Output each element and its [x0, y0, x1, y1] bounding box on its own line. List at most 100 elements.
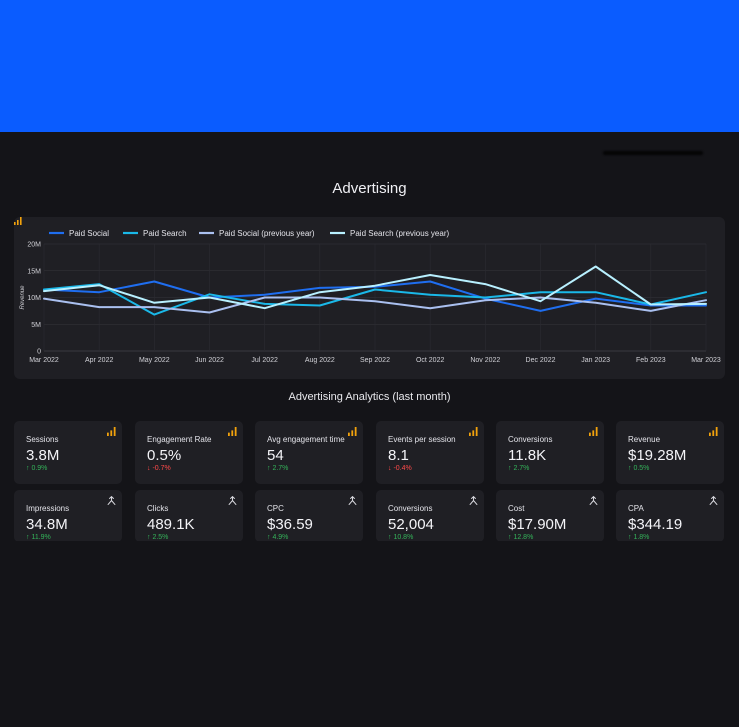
header-shadow — [603, 151, 703, 155]
kpi-label: Sessions — [26, 435, 59, 444]
kpi-delta-value: -0.7% — [152, 465, 171, 472]
kpi-delta: ↓ -0.4% — [388, 465, 412, 472]
revenue-line-chart[interactable]: 0 5M 10M 15M 20M Mar 2022 Apr 2022 May 2022 Jun … — [14, 217, 725, 379]
page-title: Advertising — [332, 180, 407, 197]
kpi-card-cost[interactable]: Cost $17.90M ↑ 12.8% — [496, 490, 604, 542]
trend-arrow-icon: ↑ — [267, 465, 273, 472]
trend-arrow-icon: ↑ — [508, 465, 514, 472]
x-tick-label: Jan 2023 — [581, 357, 610, 364]
x-tick-label: Dec 2022 — [526, 357, 556, 364]
bar-chart-icon[interactable] — [228, 427, 237, 436]
kpi-delta: ↑ 4.9% — [267, 534, 288, 541]
kpi-delta: ↑ 12.8% — [508, 534, 533, 541]
kpi-card-events-per-session[interactable]: Events per session 8.1 ↓ -0.4% — [376, 421, 484, 484]
trend-arrow-icon: ↑ — [26, 534, 32, 541]
kpi-delta-value: 2.7% — [272, 465, 289, 472]
kpi-delta: ↑ 11.9% — [26, 534, 51, 541]
kpi-card-cpc[interactable]: CPC $36.59 ↑ 4.9% — [255, 490, 363, 542]
kpi-label: Events per session — [388, 435, 456, 444]
merge-icon[interactable] — [589, 496, 598, 505]
kpi-delta-value: 0.5% — [633, 465, 650, 472]
x-tick-label: Mar 2023 — [691, 357, 721, 364]
kpi-value: 52,004 — [388, 516, 434, 533]
x-tick-label: Apr 2022 — [85, 357, 114, 364]
y-tick-label: 20M — [27, 242, 41, 249]
kpi-value: 11.8K — [508, 447, 547, 464]
bar-chart-icon[interactable] — [469, 427, 478, 436]
kpi-delta-value: 1.8% — [633, 534, 650, 541]
kpi-delta-value: 4.9% — [272, 534, 289, 541]
bar-chart-icon[interactable] — [14, 217, 22, 225]
x-tick-label: Feb 2023 — [636, 357, 666, 364]
bar-chart-icon[interactable] — [589, 427, 598, 436]
legend-item[interactable]: Paid Social — [69, 229, 109, 238]
trend-arrow-icon: ↑ — [267, 534, 273, 541]
kpi-delta-value: 10.8% — [393, 534, 414, 541]
revenue-chart-card: 0 5M 10M 15M 20M Mar 2022 Apr 2022 May 2022 Jun … — [14, 217, 725, 379]
x-tick-label: Aug 2022 — [305, 357, 335, 364]
merge-icon[interactable] — [348, 496, 357, 505]
kpi-card-sessions[interactable]: Sessions 3.8M ↑ 0.9% — [14, 421, 122, 484]
kpi-label: CPC — [267, 504, 284, 513]
y-axis-label: Revenue — [20, 285, 26, 310]
legend-item[interactable]: Paid Search (previous year) — [350, 229, 449, 238]
kpi-value: $19.28M — [628, 447, 687, 464]
series-line-0[interactable] — [43, 280, 707, 312]
kpi-card-cpa[interactable]: CPA $344.19 ↑ 1.8% — [616, 490, 724, 542]
kpi-delta-value: 0.9% — [31, 465, 48, 472]
kpi-card-avg-engagement-time[interactable]: Avg engagement time 54 ↑ 2.7% — [255, 421, 363, 484]
merge-icon[interactable] — [107, 496, 116, 505]
kpi-card-revenue[interactable]: Revenue $19.28M ↑ 0.5% — [616, 421, 724, 484]
kpi-delta: ↑ 2.7% — [267, 465, 288, 472]
series-line-2[interactable] — [43, 296, 707, 314]
merge-icon[interactable] — [709, 496, 718, 505]
legend-item[interactable]: Paid Social (previous year) — [219, 229, 315, 238]
kpi-label: Conversions — [388, 504, 433, 513]
y-tick-label: 15M — [27, 268, 41, 275]
kpi-card-impressions[interactable]: Impressions 34.8M ↑ 11.9% — [14, 490, 122, 542]
merge-icon[interactable] — [228, 496, 237, 505]
x-tick-label: Sep 2022 — [360, 357, 390, 364]
kpi-delta-value: 11.9% — [31, 534, 51, 541]
legend-item[interactable]: Paid Search — [143, 229, 187, 238]
kpi-delta-value: 2.5% — [152, 534, 169, 541]
trend-arrow-icon: ↑ — [26, 465, 32, 472]
kpi-value: $17.90M — [508, 516, 567, 533]
kpi-value: 0.5% — [147, 447, 182, 464]
kpi-value: $344.19 — [628, 516, 683, 533]
kpi-delta-value: -0.4% — [393, 465, 412, 472]
kpi-value: 54 — [267, 447, 284, 464]
bar-chart-icon[interactable] — [348, 427, 357, 436]
kpi-card-conversions[interactable]: Conversions 52,004 ↑ 10.8% — [376, 490, 484, 542]
kpi-value: 489.1K — [147, 516, 195, 533]
analytics-section-title: Advertising Analytics (last month) — [288, 391, 451, 403]
series-line-1[interactable] — [43, 283, 707, 316]
kpi-label: CPA — [628, 504, 644, 513]
top-banner — [0, 0, 739, 132]
kpi-delta: ↑ 0.9% — [26, 465, 47, 472]
trend-arrow-icon: ↓ — [147, 465, 153, 472]
trend-arrow-icon: ↓ — [388, 465, 394, 472]
kpi-label: Revenue — [628, 435, 661, 444]
y-tick-label: 10M — [27, 295, 41, 302]
kpi-delta: ↑ 0.5% — [628, 465, 649, 472]
trend-arrow-icon: ↑ — [628, 465, 634, 472]
merge-icon[interactable] — [469, 496, 478, 505]
x-tick-label: Mar 2022 — [29, 357, 59, 364]
kpi-card-conversions[interactable]: Conversions 11.8K ↑ 2.7% — [496, 421, 604, 484]
series-line-3[interactable] — [43, 265, 707, 310]
kpi-value: 3.8M — [26, 447, 60, 464]
kpi-delta: ↑ 2.5% — [147, 534, 168, 541]
trend-arrow-icon: ↑ — [388, 534, 394, 541]
trend-arrow-icon: ↑ — [628, 534, 634, 541]
kpi-delta: ↓ -0.7% — [147, 465, 171, 472]
kpi-label: Clicks — [147, 504, 169, 513]
kpi-value: $36.59 — [267, 516, 313, 533]
kpi-label: Conversions — [508, 435, 553, 444]
kpi-value: 8.1 — [388, 447, 409, 464]
bar-chart-icon[interactable] — [107, 427, 116, 436]
kpi-card-engagement-rate[interactable]: Engagement Rate 0.5% ↓ -0.7% — [135, 421, 243, 484]
page-background — [0, 541, 739, 727]
bar-chart-icon[interactable] — [709, 427, 718, 436]
kpi-card-clicks[interactable]: Clicks 489.1K ↑ 2.5% — [135, 490, 243, 542]
